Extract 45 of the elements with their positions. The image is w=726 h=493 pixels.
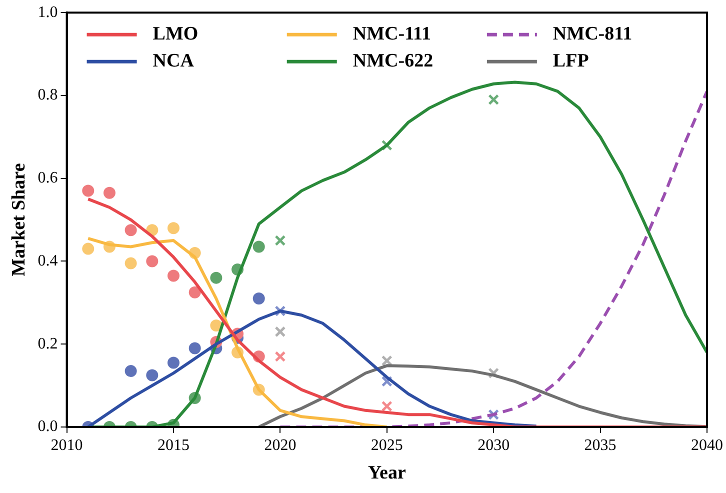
point [82,242,94,255]
x-axis-title: Year [368,462,406,484]
point [103,186,116,199]
point [124,365,137,378]
y-tick-label: 0.6 [38,170,58,187]
x-tick-label: 2035 [584,436,616,454]
line-series [278,90,707,427]
y-tick-label: 0.4 [38,252,58,270]
point [146,255,158,268]
x-tick-label: 2015 [158,436,190,454]
y-axis-title: Market Share [8,163,30,276]
point [210,272,222,284]
point [274,326,286,338]
point [188,286,201,298]
point [168,356,180,369]
legend-label: NMC-622 [352,50,434,72]
point [146,369,158,382]
legend-label: LFP [552,50,590,72]
point [488,94,500,106]
point [124,257,137,270]
point [252,240,265,253]
x-tick-label: 2025 [370,436,403,454]
point [274,351,286,362]
point [124,224,137,236]
x-tick-label: 2030 [478,436,510,454]
point [82,184,94,197]
legend-label: NCA [152,50,194,72]
point [381,400,392,412]
legend-label: NMC-111 [352,24,431,45]
x-tick-label: 2010 [50,436,83,454]
y-tick-label: 0.2 [38,335,58,352]
point [210,319,222,332]
y-tick-label: 1.0 [38,4,58,21]
point [168,270,180,282]
point [274,235,286,246]
legend-label: NMC-811 [552,24,632,45]
legend-label: LMO [152,24,198,45]
y-tick-label: 0.0 [38,418,58,436]
x-tick-label: 2020 [264,436,296,454]
point [252,292,265,305]
x-tick-label: 2040 [691,436,723,454]
point [381,355,392,366]
y-tick-label: 0.8 [38,86,58,104]
point [168,222,180,234]
point [188,342,201,354]
